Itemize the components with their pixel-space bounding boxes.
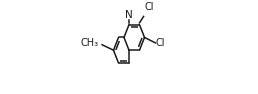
Text: N: N [125,10,133,20]
Text: CH₃: CH₃ [80,38,99,48]
Text: Cl: Cl [144,2,154,12]
Text: Cl: Cl [156,38,165,48]
